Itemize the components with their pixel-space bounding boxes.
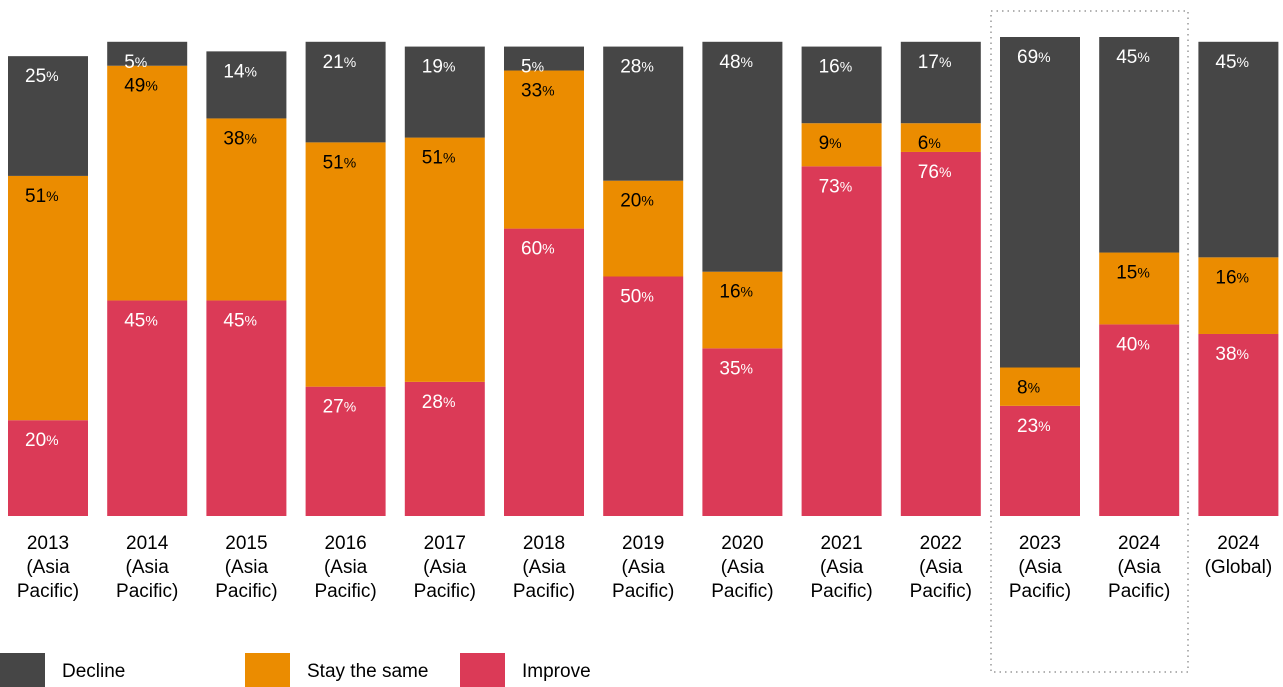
value-label: 45% <box>1116 47 1150 68</box>
value-label: 28% <box>422 392 456 413</box>
value-label: 76% <box>918 162 952 183</box>
value-label: 16% <box>1215 267 1249 288</box>
x-tick-label: 2023 (Asia Pacific) <box>1008 533 1072 602</box>
bar-segment <box>801 166 882 516</box>
value-label: 15% <box>1116 263 1150 284</box>
value-label: 50% <box>620 287 654 308</box>
bar-segment <box>107 65 188 301</box>
bar-segment <box>603 276 684 516</box>
value-label: 5% <box>521 57 544 78</box>
bar-segment <box>1198 257 1279 334</box>
bar-segment <box>504 46 584 71</box>
x-tick-label: 2018 (Asia Pacific) <box>512 533 576 602</box>
value-label: 45% <box>1215 52 1249 73</box>
legend-label: Stay the same <box>307 661 428 682</box>
bar-segment <box>8 175 88 421</box>
value-label: 45% <box>124 310 158 331</box>
legend-swatch <box>460 653 505 687</box>
bar-segment <box>702 348 783 516</box>
value-label: 20% <box>620 191 654 212</box>
bar-segment <box>8 56 88 176</box>
value-label: 9% <box>819 133 842 154</box>
value-label: 20% <box>25 430 59 451</box>
bar-segment <box>8 420 88 516</box>
value-label: 16% <box>819 57 853 78</box>
value-label: 16% <box>719 282 753 303</box>
value-label: 38% <box>223 128 257 149</box>
value-label: 21% <box>323 52 357 73</box>
value-label: 38% <box>1215 344 1249 365</box>
value-label: 45% <box>223 310 257 331</box>
x-tick-label: 2013 (Asia Pacific) <box>16 533 80 602</box>
x-tick-label: 2017 (Asia Pacific) <box>413 533 476 602</box>
value-label: 51% <box>323 152 357 173</box>
legend-swatch <box>245 653 290 687</box>
value-label: 51% <box>25 186 59 207</box>
bar-segment <box>702 41 783 272</box>
value-label: 5% <box>124 52 147 73</box>
bar-segment <box>1099 324 1180 516</box>
x-tick-label: 2019 (Asia Pacific) <box>612 533 675 602</box>
bar-segment <box>603 46 684 181</box>
bar-segment <box>1000 367 1080 406</box>
bar-segment <box>504 70 584 229</box>
value-label: 48% <box>719 52 753 73</box>
x-tick-label: 2024 (Global) <box>1204 533 1273 578</box>
value-label: 69% <box>1017 47 1051 68</box>
bar-segment <box>404 381 485 516</box>
x-tick-label: 2021 (Asia Pacific) <box>810 533 873 602</box>
bar-segment <box>1099 37 1180 253</box>
value-label: 35% <box>719 358 753 379</box>
bar-segment <box>305 386 386 516</box>
value-label: 8% <box>1017 378 1040 399</box>
bar-segment <box>206 51 287 119</box>
legend-swatch <box>0 653 45 687</box>
bar-segment <box>900 41 981 124</box>
bar-segment <box>801 46 882 124</box>
value-label: 19% <box>422 57 456 78</box>
value-label: 25% <box>25 66 59 87</box>
legend-label: Improve <box>522 661 591 682</box>
legend-label: Decline <box>62 661 125 682</box>
x-tick-label: 2022 (Asia Pacific) <box>909 533 972 602</box>
bar-segment <box>107 41 188 66</box>
bar-segment <box>1198 41 1279 258</box>
value-label: 49% <box>124 76 158 97</box>
bar-segment <box>900 151 981 516</box>
value-label: 14% <box>223 61 257 82</box>
x-tick-label: 2020 (Asia Pacific) <box>711 533 774 602</box>
bar-segment <box>1099 252 1180 325</box>
x-tick-label: 2016 (Asia Pacific) <box>314 533 377 602</box>
value-label: 23% <box>1017 416 1051 437</box>
x-tick-label: 2014 (Asia Pacific) <box>116 533 179 602</box>
bar-segment <box>206 300 287 516</box>
value-label: 51% <box>422 148 456 169</box>
bar-segment <box>504 228 584 516</box>
value-label: 6% <box>918 133 941 154</box>
value-label: 60% <box>521 239 555 260</box>
bar-segment <box>1000 405 1080 516</box>
bar-segment <box>305 41 386 143</box>
bar-segment <box>206 118 287 301</box>
value-label: 40% <box>1116 334 1150 355</box>
bar-segment <box>305 142 386 387</box>
bar-segment <box>107 300 188 516</box>
bar-segment <box>603 180 684 277</box>
value-label: 28% <box>620 57 654 78</box>
value-label: 17% <box>918 52 952 73</box>
x-tick-label: 2015 (Asia Pacific) <box>215 533 278 602</box>
bar-segment <box>801 123 882 167</box>
bar-segment <box>1000 37 1080 368</box>
bar-segment <box>900 123 981 152</box>
bar-segment <box>404 137 485 382</box>
value-label: 33% <box>521 81 555 102</box>
x-tick-label: 2024 (Asia Pacific) <box>1108 533 1171 602</box>
value-label: 27% <box>323 397 357 418</box>
bar-segment <box>702 271 783 349</box>
value-label: 73% <box>819 176 853 197</box>
bar-segment <box>1198 333 1279 516</box>
bar-segment <box>404 46 485 138</box>
